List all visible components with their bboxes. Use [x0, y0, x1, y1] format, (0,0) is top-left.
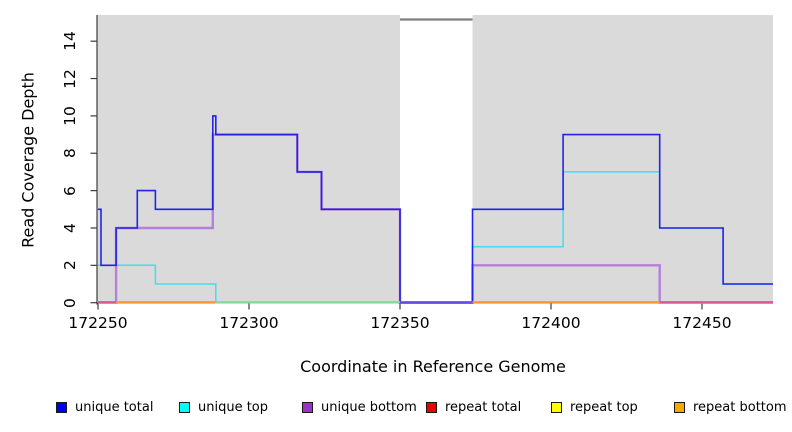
legend-item-unique-top: unique top: [179, 399, 268, 415]
background-shaded-region: [472, 15, 773, 303]
legend-swatch-repeat-total: [426, 401, 437, 413]
legend-item-repeat-total: repeat total: [426, 399, 521, 415]
y-tick-label: 0: [61, 297, 79, 308]
x-tick-label: 172450: [672, 314, 732, 332]
series-line-unique-total: [98, 115, 773, 304]
legend-label: unique bottom: [321, 399, 417, 415]
legend-swatch-unique-top: [179, 401, 190, 413]
background-shaded-region: [97, 15, 401, 303]
legend-label: unique total: [75, 399, 154, 415]
legend-label: repeat top: [570, 399, 638, 415]
legend-swatch-unique-bottom: [302, 401, 313, 413]
legend-item-unique-total: unique total: [56, 399, 153, 415]
y-tick-label: 2: [61, 260, 79, 271]
y-tick-label: 6: [61, 185, 79, 196]
legend-item-repeat-bottom: repeat bottom: [674, 399, 787, 415]
y-axis-title: Read Coverage Depth: [18, 72, 38, 248]
y-tick-label: 10: [61, 106, 79, 126]
x-tick-label: 172350: [370, 314, 430, 332]
x-axis-title: Coordinate in Reference Genome: [300, 357, 566, 376]
legend-swatch-unique-total: [56, 401, 67, 413]
y-tick-label: 12: [61, 68, 79, 89]
legend-item-repeat-top: repeat top: [551, 399, 638, 415]
x-tick-label: 172400: [521, 314, 581, 332]
y-tick-label: 8: [61, 148, 79, 159]
legend-label: unique top: [198, 399, 269, 415]
legend-swatch-repeat-bottom: [674, 401, 685, 413]
legend-item-unique-bottom: unique bottom: [302, 399, 417, 415]
legend-swatch-repeat-top: [551, 401, 562, 413]
y-tick-label: 14: [61, 31, 79, 52]
legend-label: repeat total: [445, 399, 522, 415]
x-tick-label: 172250: [68, 314, 128, 332]
legend-label: repeat bottom: [693, 399, 787, 415]
x-tick-label: 172300: [219, 314, 279, 332]
y-tick-label: 4: [61, 223, 79, 233]
